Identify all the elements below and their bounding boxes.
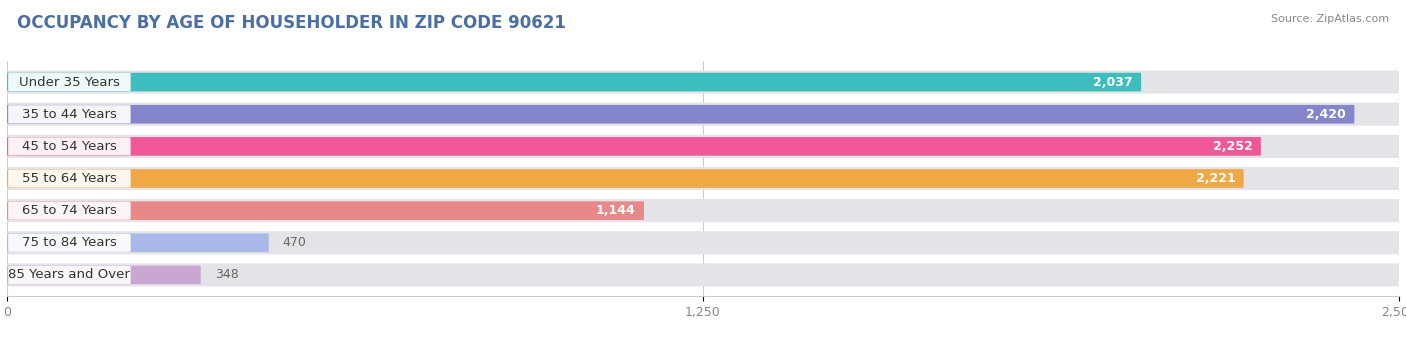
FancyBboxPatch shape bbox=[7, 70, 1399, 94]
Text: 35 to 44 Years: 35 to 44 Years bbox=[22, 108, 117, 121]
Text: 45 to 54 Years: 45 to 54 Years bbox=[22, 140, 117, 153]
FancyBboxPatch shape bbox=[7, 201, 644, 220]
FancyBboxPatch shape bbox=[7, 169, 1244, 188]
FancyBboxPatch shape bbox=[8, 169, 131, 188]
FancyBboxPatch shape bbox=[7, 167, 1399, 190]
FancyBboxPatch shape bbox=[7, 234, 269, 252]
FancyBboxPatch shape bbox=[7, 199, 1399, 222]
Text: 2,420: 2,420 bbox=[1306, 108, 1346, 121]
Text: 85 Years and Over: 85 Years and Over bbox=[8, 268, 131, 282]
FancyBboxPatch shape bbox=[8, 202, 131, 220]
Text: 1,144: 1,144 bbox=[596, 204, 636, 217]
Text: 2,252: 2,252 bbox=[1213, 140, 1253, 153]
Text: Under 35 Years: Under 35 Years bbox=[18, 75, 120, 89]
Text: 55 to 64 Years: 55 to 64 Years bbox=[22, 172, 117, 185]
Text: Source: ZipAtlas.com: Source: ZipAtlas.com bbox=[1271, 14, 1389, 23]
Text: 65 to 74 Years: 65 to 74 Years bbox=[22, 204, 117, 217]
FancyBboxPatch shape bbox=[7, 137, 1261, 156]
FancyBboxPatch shape bbox=[8, 105, 131, 123]
FancyBboxPatch shape bbox=[7, 103, 1399, 126]
FancyBboxPatch shape bbox=[7, 73, 1142, 91]
Text: 348: 348 bbox=[215, 268, 239, 282]
FancyBboxPatch shape bbox=[7, 266, 201, 284]
FancyBboxPatch shape bbox=[8, 73, 131, 91]
FancyBboxPatch shape bbox=[7, 264, 1399, 287]
FancyBboxPatch shape bbox=[8, 137, 131, 155]
FancyBboxPatch shape bbox=[7, 135, 1399, 158]
FancyBboxPatch shape bbox=[8, 266, 131, 284]
Text: 2,037: 2,037 bbox=[1094, 75, 1133, 89]
FancyBboxPatch shape bbox=[7, 231, 1399, 254]
FancyBboxPatch shape bbox=[7, 105, 1354, 123]
FancyBboxPatch shape bbox=[8, 234, 131, 252]
Text: 470: 470 bbox=[283, 236, 307, 249]
Text: 2,221: 2,221 bbox=[1195, 172, 1236, 185]
Text: 75 to 84 Years: 75 to 84 Years bbox=[22, 236, 117, 249]
Text: OCCUPANCY BY AGE OF HOUSEHOLDER IN ZIP CODE 90621: OCCUPANCY BY AGE OF HOUSEHOLDER IN ZIP C… bbox=[17, 14, 565, 32]
